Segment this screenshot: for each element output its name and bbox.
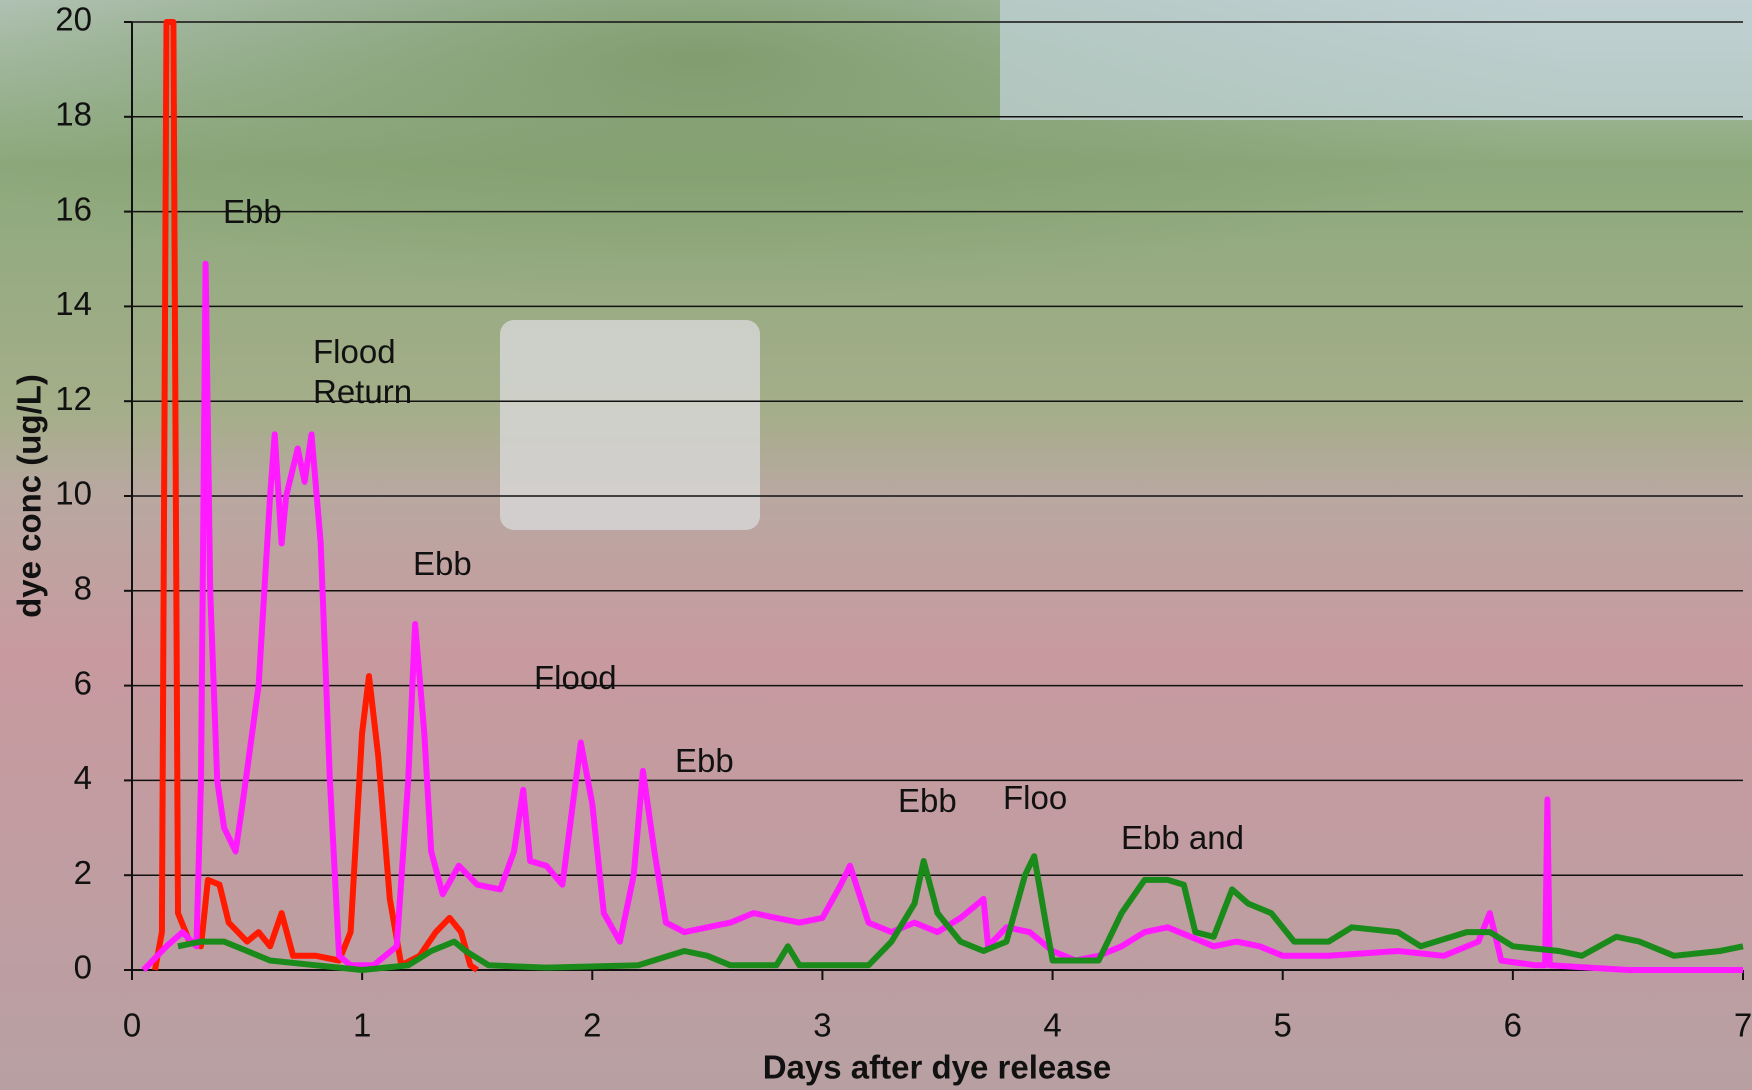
x-tick-label: 2 — [583, 1007, 601, 1044]
y-tick-label: 8 — [74, 570, 92, 607]
background-sky — [1000, 0, 1752, 120]
y-tick-label: 16 — [55, 190, 92, 227]
annotation: Flood Return — [313, 332, 403, 411]
y-tick-label: 18 — [55, 96, 92, 133]
x-tick-label: 4 — [1043, 1007, 1061, 1044]
background-boat — [500, 320, 760, 530]
annotation: Ebb — [898, 781, 957, 821]
y-tick-label: 2 — [74, 854, 92, 891]
x-tick-label: 0 — [123, 1007, 141, 1044]
x-tick-label: 3 — [813, 1007, 831, 1044]
y-tick-label: 0 — [74, 949, 92, 986]
y-axis-label: dye conc (ug/L) — [11, 374, 48, 618]
x-axis-label: Days after dye release — [763, 1049, 1112, 1086]
y-tick-label: 12 — [55, 380, 92, 417]
y-tick-label: 10 — [55, 475, 92, 512]
annotation: Ebb — [223, 192, 282, 232]
x-tick-label: 6 — [1504, 1007, 1522, 1044]
annotation: Ebb — [413, 544, 472, 584]
y-tick-label: 4 — [74, 759, 92, 796]
x-tick-label: 5 — [1274, 1007, 1292, 1044]
y-tick-label: 14 — [55, 285, 92, 322]
y-tick-label: 6 — [74, 664, 92, 701]
annotation: Flood — [534, 658, 617, 698]
page: dye conc (ug/L) Days after dye release 0… — [0, 0, 1752, 1090]
annotation: Ebb — [675, 741, 734, 781]
x-tick-label: 1 — [353, 1007, 371, 1044]
annotation: Floo — [1003, 778, 1067, 818]
chart: dye conc (ug/L) Days after dye release 0… — [0, 0, 1752, 1090]
annotation: Ebb and — [1121, 818, 1244, 858]
x-tick-label: 7 — [1734, 1007, 1752, 1044]
y-tick-label: 20 — [55, 1, 92, 38]
